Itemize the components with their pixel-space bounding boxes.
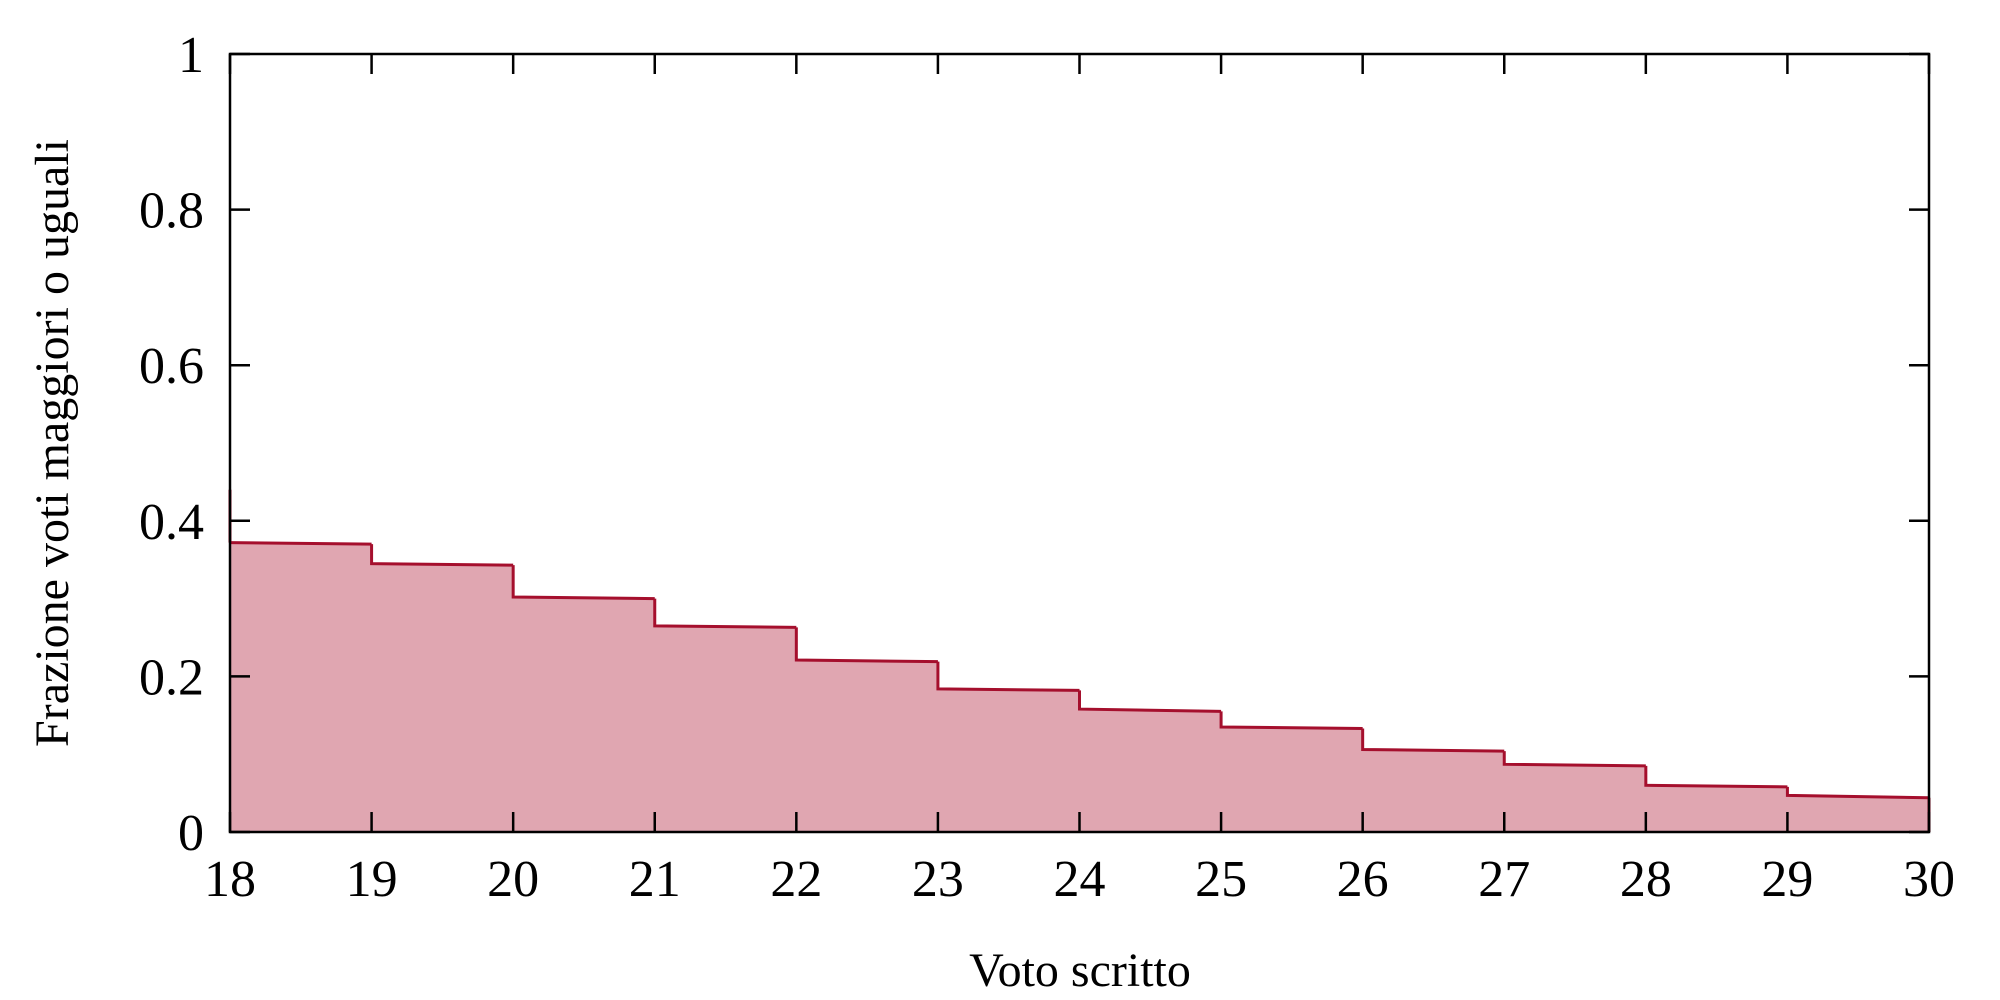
y-tick-label-0.8: 0.8 [139, 183, 204, 240]
y-axis-title: Frazione voti maggiori o uguali [26, 139, 79, 747]
y-tick-label-0.2: 0.2 [139, 649, 204, 706]
step-segment-5 [936, 661, 1080, 692]
x-tick-label-28: 28 [1620, 851, 1672, 908]
x-tick-label-25: 25 [1195, 851, 1247, 908]
x-tick-label-24: 24 [1054, 851, 1106, 908]
x-tick-label-30: 30 [1903, 851, 1955, 908]
step-segment-10 [1644, 765, 1788, 789]
x-axis-title: Voto scritto [969, 944, 1191, 997]
step-segment-8 [1361, 728, 1505, 753]
x-tick-label-19: 19 [346, 851, 398, 908]
y-tick-label-0.4: 0.4 [139, 494, 204, 551]
x-tick-label-26: 26 [1337, 851, 1389, 908]
tick-labels: 18 19 20 21 22 23 24 25 26 27 28 29 30 0 0.2 0.4 0.6 0.8 1 [139, 27, 1955, 908]
step-segment-0 [229, 541, 372, 546]
step-segment-7 [1219, 711, 1363, 731]
x-tick-label-29: 29 [1761, 851, 1813, 908]
step-segment-1 [370, 544, 514, 567]
y-tick-label-0: 0 [178, 805, 204, 862]
area-fill [230, 542, 1929, 832]
step-segment-9 [1502, 751, 1646, 768]
step-segment-2 [511, 565, 655, 601]
y-tick-label-1: 1 [178, 27, 204, 84]
axis-ticks [228, 52, 1931, 834]
x-tick-label-18: 18 [204, 851, 256, 908]
plot-marks [228, 489, 1931, 832]
step-segment-4 [794, 627, 938, 664]
x-tick-label-27: 27 [1478, 851, 1530, 908]
x-tick-label-21: 21 [629, 851, 681, 908]
y-tick-label-0.6: 0.6 [139, 338, 204, 395]
x-tick-label-20: 20 [487, 851, 539, 908]
step-segment-3 [653, 598, 797, 629]
step-segment-6 [1078, 690, 1222, 713]
x-tick-label-22: 22 [770, 851, 822, 908]
step-segment-11 [1785, 786, 1930, 800]
x-tick-label-23: 23 [912, 851, 964, 908]
